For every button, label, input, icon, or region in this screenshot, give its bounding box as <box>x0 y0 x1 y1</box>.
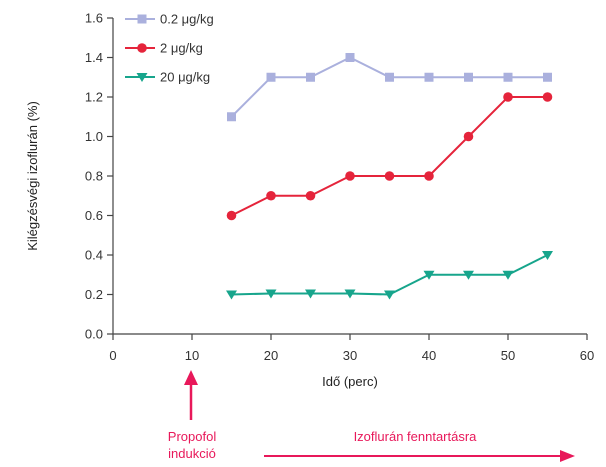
data-point <box>385 72 394 82</box>
data-point <box>345 171 355 181</box>
data-point <box>503 72 513 82</box>
data-point <box>423 270 435 280</box>
induction-label-line1: Propofol <box>168 429 217 444</box>
data-point <box>265 289 277 299</box>
data-point <box>542 92 553 102</box>
induction-arrow-head <box>184 370 198 385</box>
series-20-g-kg <box>226 251 553 300</box>
data-point <box>542 251 553 260</box>
y-tick-label: 1.2 <box>85 90 103 105</box>
data-point <box>384 171 395 181</box>
data-point <box>543 72 552 82</box>
series-0-2-g-kg <box>227 53 552 122</box>
x-axis-title: Idő (perc) <box>322 374 378 389</box>
x-tick-label: 10 <box>185 348 199 363</box>
data-point <box>305 289 316 299</box>
data-point <box>266 72 276 82</box>
data-point <box>463 270 474 280</box>
data-point <box>344 289 356 299</box>
y-axis-title: Kilégzésvégi izoflurán (%) <box>25 101 40 251</box>
legend: 0.2 μg/kg 2 μg/kg 20 μg/kg <box>125 12 214 85</box>
legend-swatch-marker <box>136 73 148 82</box>
data-point <box>502 270 514 280</box>
x-tick-label: 50 <box>501 348 515 363</box>
data-point <box>464 72 473 82</box>
y-tick-label: 0.6 <box>85 208 103 223</box>
induction-annotation: Propofol indukció <box>168 370 217 461</box>
y-tick-label: 1.6 <box>85 11 103 26</box>
data-point <box>306 72 315 82</box>
data-point <box>227 112 236 122</box>
data-point <box>463 131 474 142</box>
maintenance-annotation: Izoflurán fenntartásra <box>264 429 575 462</box>
series-line <box>230 56 548 118</box>
data-point <box>384 290 395 300</box>
data-point <box>424 171 434 181</box>
series-line <box>231 254 548 296</box>
induction-label-line2: indukció <box>168 446 216 461</box>
x-tick-label: 60 <box>580 348 594 363</box>
y-tick-label: 1.0 <box>85 129 103 144</box>
data-point <box>345 53 355 62</box>
x-tick-label: 30 <box>343 348 357 363</box>
series-line <box>231 96 548 217</box>
y-tick-label: 0.0 <box>85 327 103 342</box>
legend-label: 20 μg/kg <box>160 70 210 85</box>
x-ticks: 0 10 20 30 40 50 60 <box>109 334 594 363</box>
legend-item: 2 μg/kg <box>125 41 203 56</box>
data-point <box>226 290 237 300</box>
data-point <box>424 72 434 82</box>
y-ticks: 0.0 0.2 0.4 0.6 0.8 1.0 1.2 1.4 1.6 <box>85 11 113 342</box>
y-tick-label: 1.4 <box>85 50 103 65</box>
legend-label: 0.2 μg/kg <box>160 12 214 27</box>
y-tick-label: 0.2 <box>85 287 103 302</box>
maintenance-arrow-head <box>560 450 575 462</box>
x-tick-label: 40 <box>422 348 436 363</box>
legend-swatch-marker <box>137 14 147 24</box>
data-point <box>226 210 237 221</box>
legend-swatch-marker <box>137 43 147 53</box>
legend-item: 0.2 μg/kg <box>125 12 214 27</box>
x-tick-label: 0 <box>109 348 116 363</box>
data-point <box>503 92 513 102</box>
legend-item: 20 μg/kg <box>125 70 210 85</box>
data-point <box>266 190 276 201</box>
y-tick-label: 0.8 <box>85 169 103 184</box>
maintenance-label: Izoflurán fenntartásra <box>354 429 478 444</box>
y-tick-label: 0.4 <box>85 248 103 263</box>
legend-label: 2 μg/kg <box>160 41 203 56</box>
series-layer <box>226 53 553 300</box>
series-2-g-kg <box>226 92 553 221</box>
data-point <box>305 190 316 201</box>
x-tick-label: 20 <box>264 348 278 363</box>
